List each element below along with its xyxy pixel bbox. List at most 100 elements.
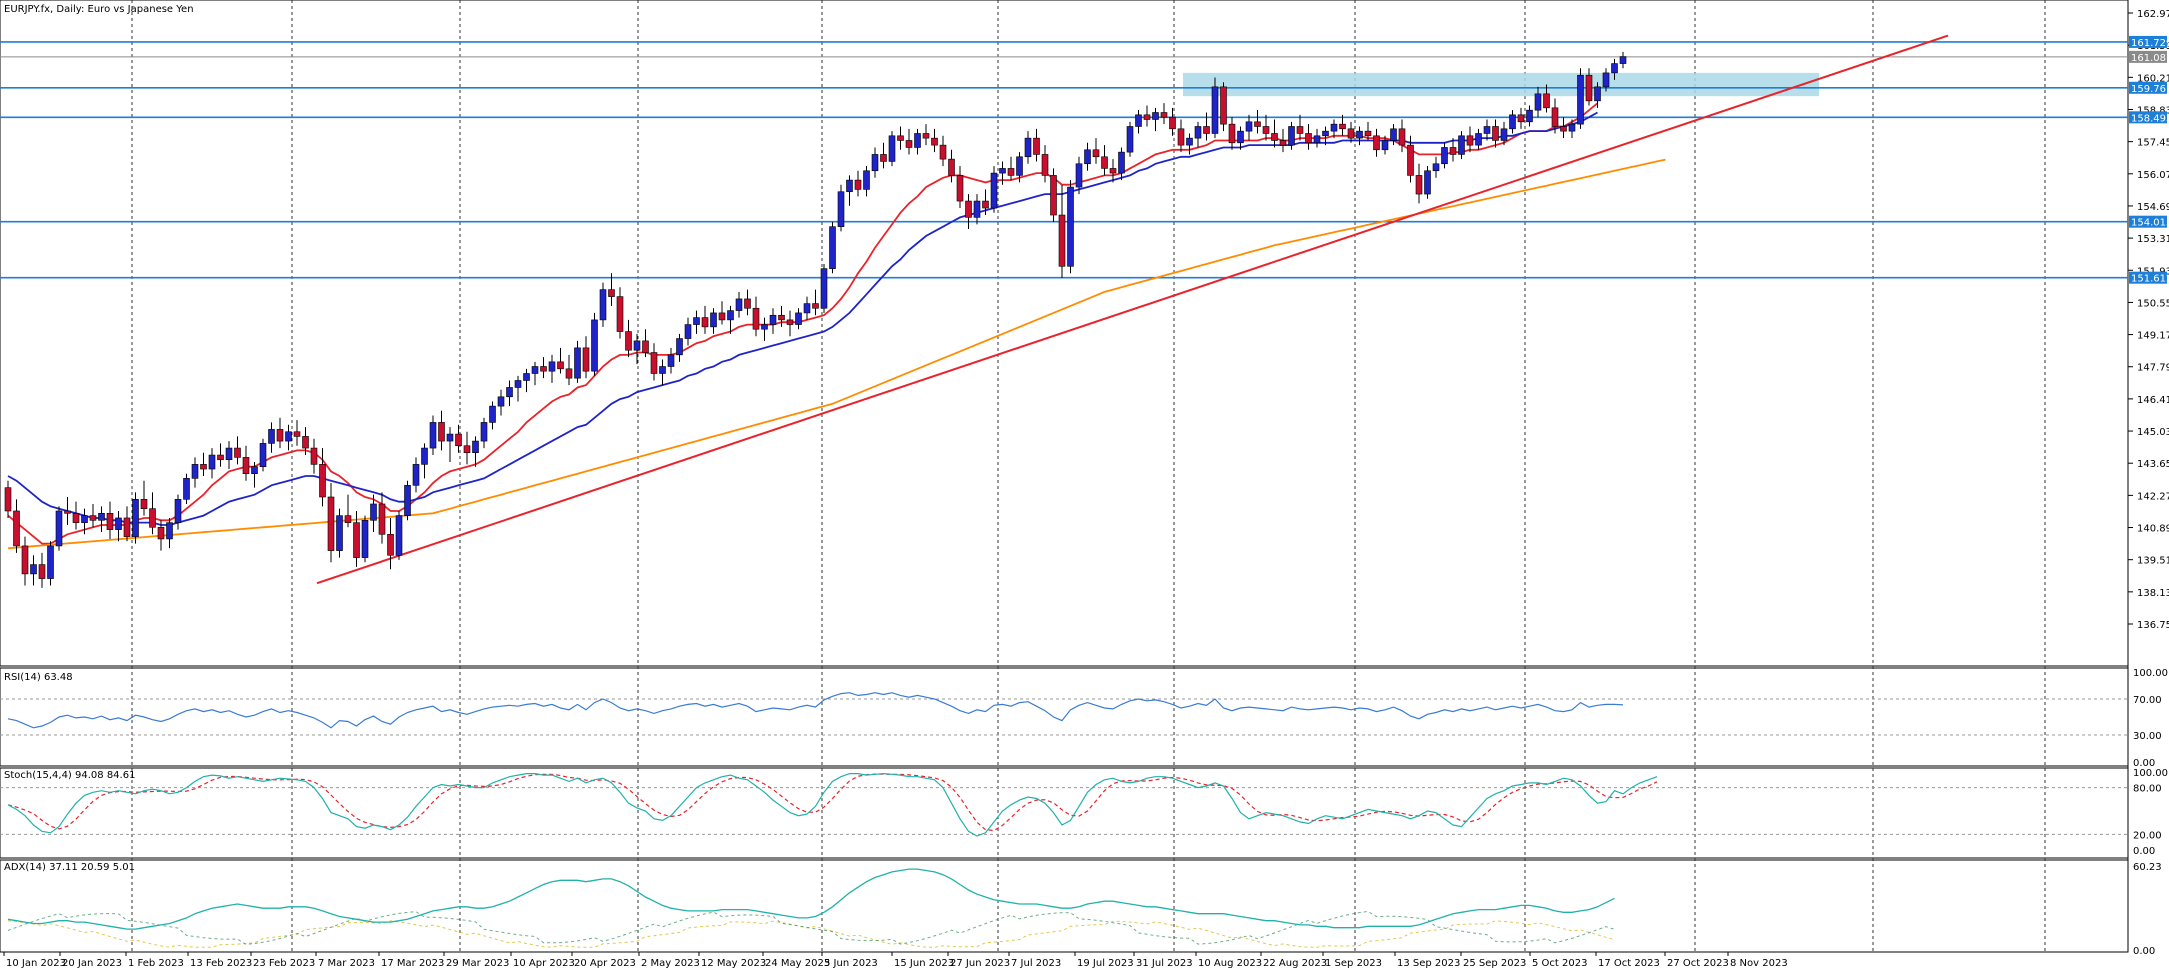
candle-body [880, 154, 887, 162]
candle-body [1288, 126, 1295, 146]
price-tick-label: 142.270 [2137, 491, 2169, 502]
adx-plus-di-line [7, 910, 1615, 945]
candle-body [1203, 126, 1210, 134]
price-tick-label: 147.790 [2137, 363, 2169, 374]
candle-body [1339, 123, 1346, 130]
candle-body [1373, 135, 1380, 151]
candle-body [1262, 126, 1270, 134]
candle-body [1041, 154, 1049, 176]
candle-body [89, 515, 97, 521]
adx-tick-label: 60.23 [2133, 862, 2162, 873]
candle-body [1330, 123, 1338, 132]
candle-body [803, 303, 811, 314]
candle-body [888, 135, 896, 162]
date-tick-label: 10 Apr 2023 [513, 958, 575, 969]
candle-body [421, 447, 428, 465]
candle-body [871, 154, 879, 172]
candle-body [531, 366, 539, 374]
date-tick-label: 13 Sep 2023 [1397, 958, 1460, 969]
price-tick-label: 138.130 [2137, 588, 2169, 599]
candle-body [1543, 93, 1550, 109]
price-tick-label: 158.830 [2137, 105, 2169, 116]
candle-body [1381, 140, 1389, 151]
trendline[interactable] [316, 34, 1949, 585]
level-price-label: 159.761 [2131, 84, 2169, 95]
candle-body [1016, 156, 1023, 176]
candle-body [812, 303, 819, 309]
candle-body [667, 354, 675, 367]
resistance-zone [1183, 72, 1819, 97]
candle-body [990, 172, 998, 209]
rsi-panel [0, 667, 2129, 767]
current-price-tag [2129, 50, 2167, 63]
candle-body [795, 312, 802, 325]
candle-body [718, 312, 726, 321]
candle-body [948, 158, 955, 176]
candle-body [1305, 133, 1312, 144]
candle-body [259, 443, 267, 468]
candle-body [752, 307, 760, 330]
adx-main-line [7, 868, 1615, 930]
candle-body [973, 200, 981, 218]
candle-body [1322, 130, 1329, 137]
price-tick-label: 162.970 [2137, 9, 2169, 20]
date-tick-label: 10 Aug 2023 [1198, 958, 1262, 969]
candle-body [523, 373, 530, 381]
candle-body [1245, 121, 1253, 132]
level-price-tag [2129, 35, 2167, 48]
candle-body [769, 314, 777, 325]
candle-body [1526, 109, 1533, 123]
candle-body [1118, 151, 1125, 174]
level-price-label: 151.612 [2131, 274, 2169, 285]
candle-body [1067, 186, 1074, 267]
date-tick-label: 8 Nov 2023 [1730, 958, 1788, 969]
candle-body [1101, 156, 1108, 169]
candle-body [693, 317, 700, 325]
candle-body [412, 464, 420, 486]
candle-body [1415, 175, 1423, 195]
candle-body [710, 312, 717, 328]
price-tick-label: 156.070 [2137, 170, 2169, 181]
candle-body [1424, 170, 1431, 195]
date-tick-label: 19 Jul 2023 [1077, 958, 1134, 969]
candle-body [1194, 126, 1202, 139]
date-tick-label: 1 Sep 2023 [1325, 958, 1382, 969]
candle-body [557, 361, 564, 370]
candle-body [64, 510, 71, 514]
candle-body [1398, 128, 1406, 146]
candle-body [1160, 112, 1168, 118]
candle-body [897, 135, 904, 141]
candle-body [361, 520, 369, 558]
candle-body [591, 319, 598, 372]
candle-body [4, 487, 12, 512]
stoch-k-line [7, 772, 1658, 837]
candle-body [72, 513, 80, 523]
candle-body [633, 340, 641, 351]
candle-body [463, 445, 471, 454]
date-tick-label: 1 Feb 2023 [128, 958, 184, 969]
candle-body [378, 503, 386, 535]
candle-body [225, 447, 233, 461]
candle-body [472, 440, 479, 454]
candle-body [965, 200, 972, 218]
price-tick-label: 146.410 [2137, 395, 2169, 406]
candle-body [1390, 128, 1397, 141]
candle-body [931, 137, 938, 146]
candle-body [1126, 126, 1134, 153]
candle-body [21, 545, 29, 575]
chart-title: EURJPY.fx, Daily: Euro vs Japanese Yen [4, 4, 194, 15]
candle-body [208, 454, 216, 470]
adx-label: ADX(14) 37.11 20.59 5.01 [4, 862, 135, 873]
date-tick-label: 24 May 2023 [765, 958, 830, 969]
rsi-tick-label: 0.00 [2133, 758, 2155, 769]
candle-body [1441, 147, 1448, 165]
candle-body [47, 545, 54, 579]
candle-body [1024, 137, 1032, 158]
candle-body [999, 168, 1006, 174]
price-tick-label: 143.650 [2137, 459, 2169, 470]
date-tick-label: 5 Jun 2023 [824, 958, 878, 969]
rsi-label: RSI(14) 63.48 [4, 672, 73, 683]
candle-body [922, 133, 930, 139]
candle-body [1143, 114, 1151, 120]
